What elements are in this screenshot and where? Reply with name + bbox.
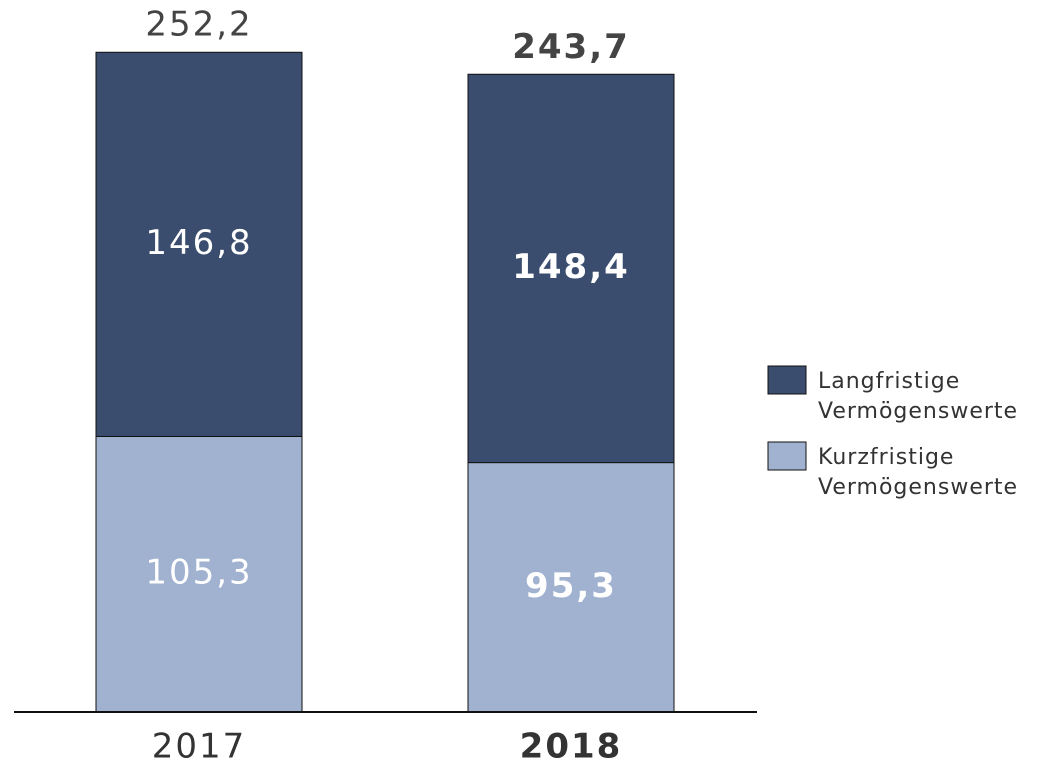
legend-swatch [767,441,807,471]
legend-label: Langfristige Vermögenswerte [818,369,1018,424]
value-label: 105,3 [145,553,252,593]
legend-swatch [767,365,807,395]
x-tick-label: 2018 [520,727,623,767]
value-label: 146,8 [145,223,252,263]
total-label: 243,7 [512,27,630,67]
value-label: 95,3 [525,566,617,606]
bar-segment [467,73,675,464]
bar-segment [95,51,303,437]
total-label: 252,2 [145,5,252,45]
value-label: 148,4 [512,247,630,287]
legend-label: Kurzfristige Vermögenswerte [818,445,1018,500]
x-tick-label: 2017 [152,727,247,767]
bar-segment [95,435,303,713]
